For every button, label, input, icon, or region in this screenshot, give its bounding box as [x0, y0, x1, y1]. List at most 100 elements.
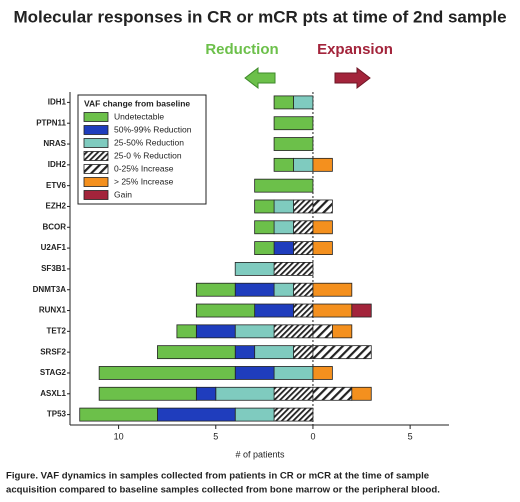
y-tick-label: ASXL1 [40, 389, 66, 398]
legend-swatch [83, 190, 109, 200]
y-tick-label: DNMT3A [33, 285, 67, 294]
bar-segment [312, 199, 333, 214]
y-tick-label: BCOR [42, 222, 66, 231]
y-tick-label: RUNX1 [39, 306, 67, 315]
bar-segment [331, 324, 353, 339]
bar-segment [312, 324, 333, 339]
legend-swatch [83, 125, 109, 135]
bar-segment [157, 345, 236, 360]
bar-segment [234, 282, 275, 297]
y-tick-label: EZH2 [46, 202, 67, 211]
x-tick-label: 10 [114, 431, 124, 441]
bar-segment [273, 137, 314, 151]
legend-label: Gain [114, 189, 132, 199]
caption: Figure. VAF dynamics in samples collecte… [6, 471, 429, 482]
bar-segment [254, 178, 314, 193]
bar-segment [273, 386, 314, 401]
y-tick-label: TP53 [47, 410, 67, 419]
bar-segment [273, 220, 294, 235]
bar-segment [234, 345, 256, 360]
bar-segment [312, 303, 353, 318]
annotation: Expansion [317, 41, 393, 58]
y-tick-label: SRSF2 [40, 347, 66, 356]
chart-title: Molecular responses in CR or mCR pts at … [13, 7, 506, 26]
legend-label: 0-25% Increase [114, 163, 174, 173]
bar-segment [273, 366, 314, 380]
legend-swatch [83, 164, 109, 174]
bar-segment [234, 324, 275, 339]
bar-segment [293, 199, 314, 214]
legend-swatch [83, 177, 109, 187]
x-tick-label: 5 [213, 431, 218, 441]
bar-segment [293, 95, 314, 110]
bar-segment [234, 366, 275, 380]
y-tick-label: IDH1 [48, 98, 67, 107]
bar-segment [293, 345, 314, 360]
legend-label: Undetectable [114, 111, 164, 121]
bar-segment [312, 157, 333, 172]
bar-segment [273, 262, 314, 276]
bar-segment [234, 262, 275, 276]
bar-segment [273, 95, 294, 110]
bar-segment [98, 386, 197, 401]
y-tick-label: PTPN11 [36, 118, 66, 127]
x-tick-label: 0 [310, 431, 315, 441]
bar-segment [312, 220, 333, 235]
x-tick-label: 5 [408, 431, 413, 441]
bar-segment [195, 303, 256, 318]
bar-segment [195, 386, 217, 401]
bar-segment [273, 157, 294, 172]
bar-segment [273, 241, 294, 255]
bar-segment [351, 386, 372, 401]
legend-swatch [83, 138, 109, 148]
bar-segment [254, 303, 294, 318]
bar-segment [254, 241, 275, 255]
bar-segment [293, 241, 314, 255]
annotation: Reduction [205, 41, 278, 58]
bar-segment [195, 324, 236, 339]
bar-segment [254, 345, 294, 360]
bar-segment [254, 220, 275, 235]
y-tick-label: NRAS [43, 139, 66, 148]
y-tick-label: IDH2 [48, 160, 67, 169]
y-tick-label: TET2 [46, 326, 66, 335]
legend-label: > 25% Increase [114, 176, 174, 186]
bar-segment [176, 324, 197, 339]
arrow-left [244, 66, 276, 90]
bar-segment [273, 116, 314, 131]
bar-segment [312, 345, 372, 360]
legend-label: 50%-99% Reduction [114, 124, 192, 134]
bar-segment [157, 407, 236, 422]
y-tick-label: U2AF1 [41, 243, 67, 252]
x-axis-label: # of patients [235, 449, 285, 459]
bar-segment [79, 407, 158, 422]
bar-segment [312, 366, 333, 380]
bar-segment [254, 199, 275, 214]
legend-title: VAF change from baseline [84, 98, 190, 108]
legend-swatch [83, 112, 109, 122]
caption: acquisition compared to baseline samples… [6, 485, 440, 496]
bar-segment [273, 282, 294, 297]
y-tick-label: SF3B1 [41, 264, 66, 273]
legend-label: 25-50% Reduction [114, 137, 184, 147]
arrow-right [334, 66, 371, 90]
bar-segment [312, 241, 333, 255]
bar-segment [293, 282, 314, 297]
bar-segment [234, 407, 275, 422]
legend-swatch [83, 151, 109, 161]
bar-segment [195, 282, 236, 297]
bar-segment [293, 157, 314, 172]
bar-segment [215, 386, 275, 401]
legend-label: 25-0 % Reduction [114, 150, 182, 160]
bar-segment [312, 282, 353, 297]
bar-segment [98, 366, 236, 380]
bar-segment [273, 199, 294, 214]
bar-segment [293, 220, 314, 235]
bar-segment [273, 407, 314, 422]
y-tick-label: STAG2 [40, 368, 67, 377]
bar-segment [351, 303, 372, 318]
bar-segment [312, 386, 353, 401]
y-tick-label: ETV6 [46, 181, 67, 190]
bar-segment [293, 303, 314, 318]
